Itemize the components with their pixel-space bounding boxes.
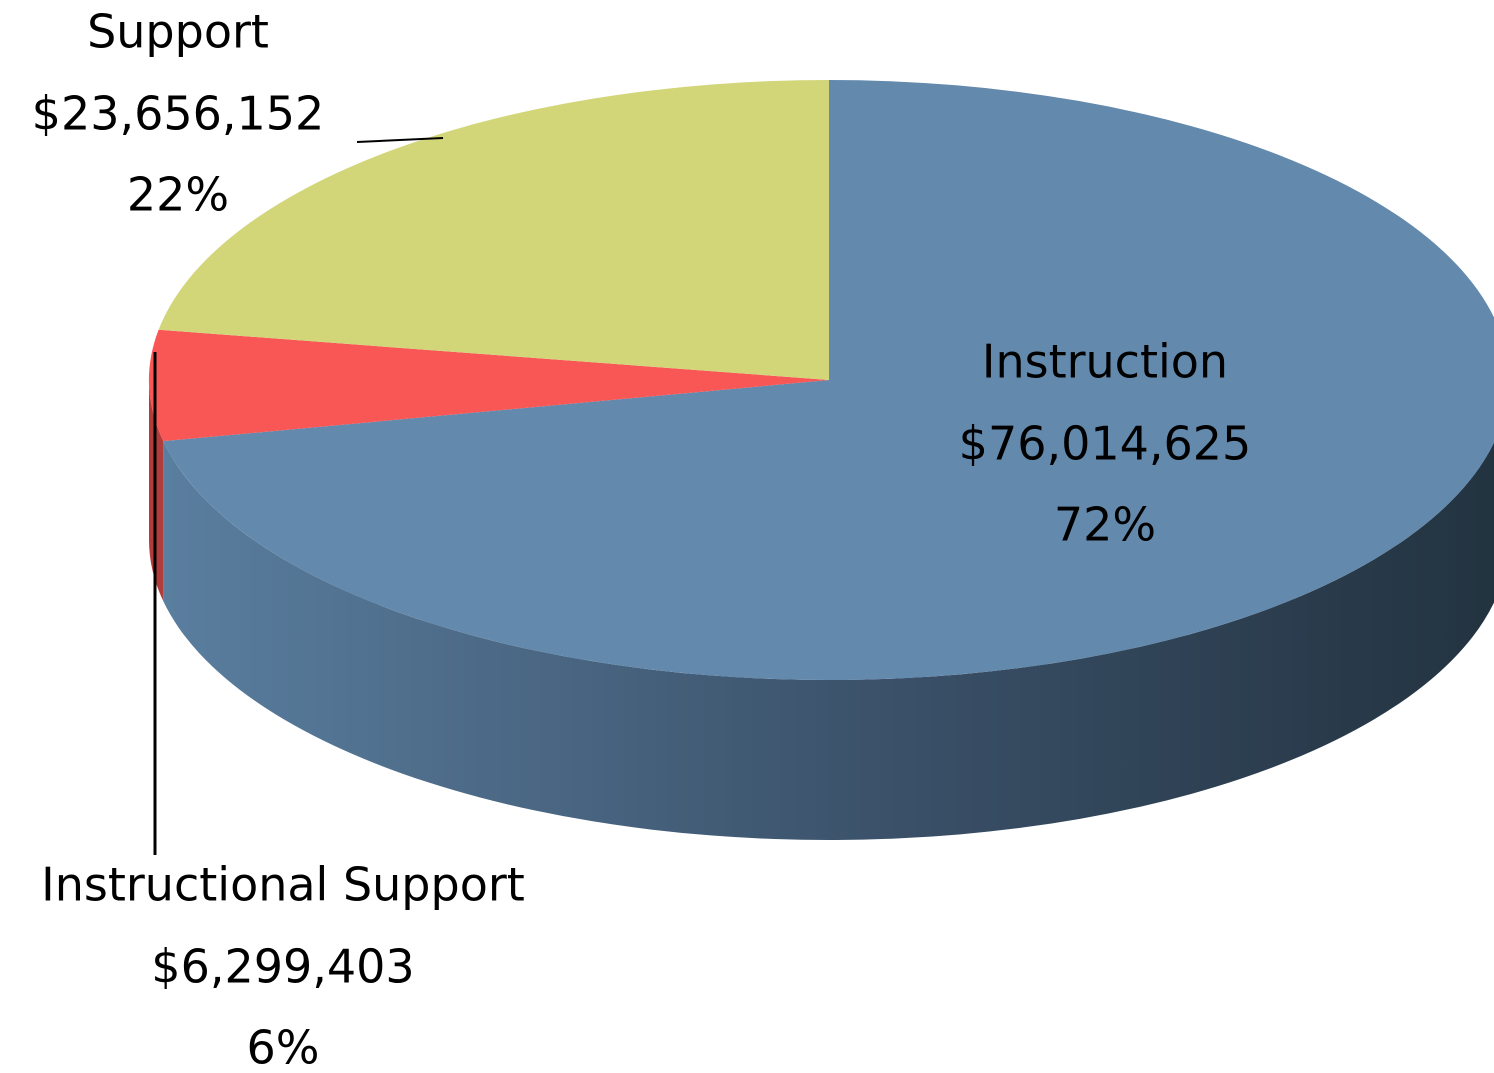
percent-label: 6% <box>247 1021 320 1073</box>
value-label: $6,299,403 <box>151 940 414 994</box>
pie-slice <box>158 80 829 380</box>
pie-slice <box>163 80 1494 680</box>
leader-line <box>356 137 444 143</box>
value-label: $23,656,152 <box>32 87 325 141</box>
value-label: $76,014,625 <box>959 417 1252 471</box>
percent-label: 72% <box>1054 498 1156 552</box>
pie-slice <box>149 329 830 442</box>
slice-label: Support <box>87 5 269 59</box>
pie-side <box>163 441 1494 840</box>
pie <box>149 80 1494 840</box>
slice-label: Instructional Support <box>41 858 525 912</box>
slice-label: Instruction <box>982 335 1228 389</box>
percent-label: 22% <box>127 168 229 222</box>
